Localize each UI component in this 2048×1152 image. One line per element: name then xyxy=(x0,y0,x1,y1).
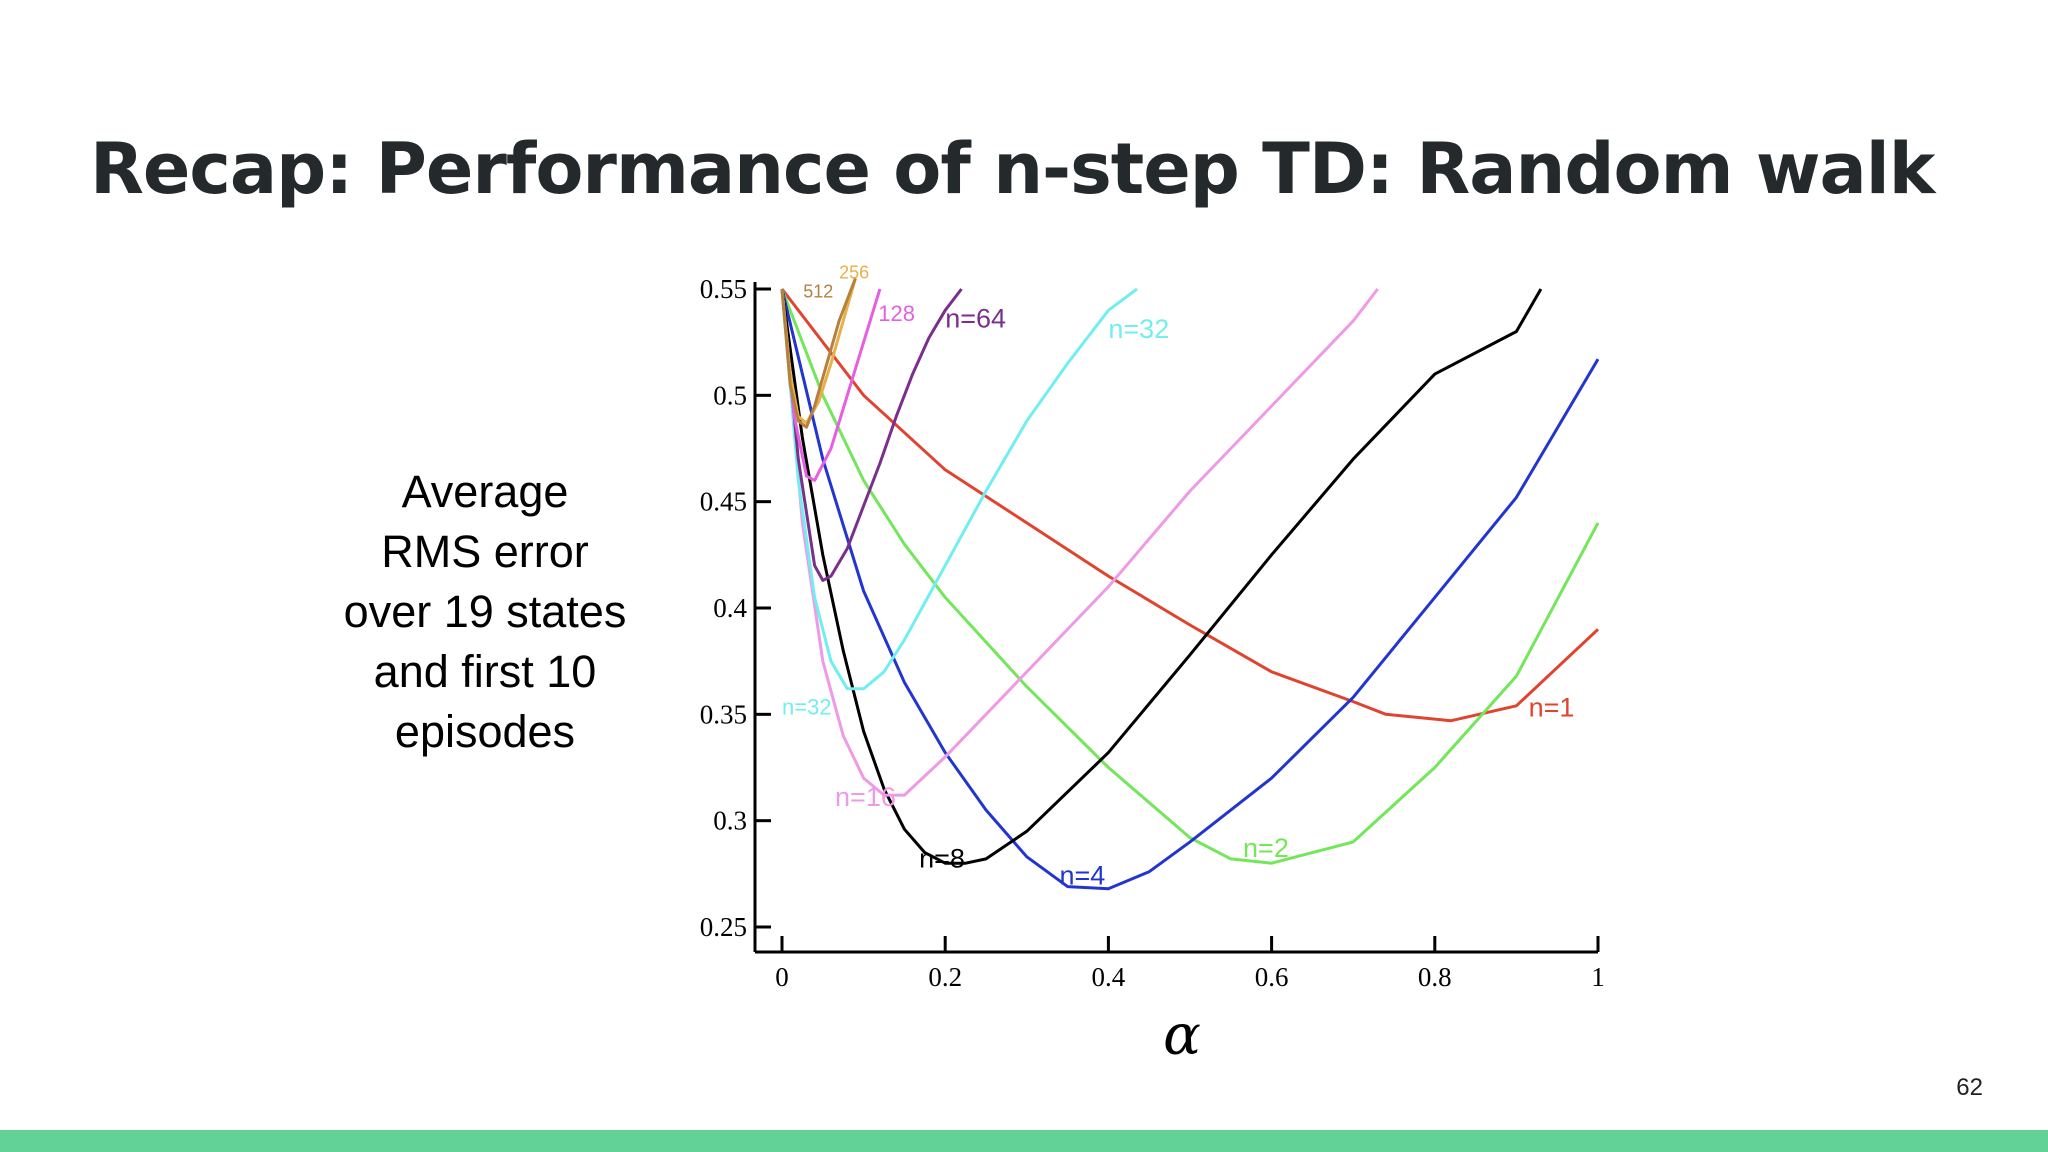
series-line-n-8 xyxy=(780,288,1543,865)
series-line-512 xyxy=(780,277,857,429)
chart-series-group xyxy=(780,277,1600,891)
series-label-128: 128 xyxy=(878,301,915,326)
y-tick-label: 0.4 xyxy=(713,593,747,623)
series-label-512: 512 xyxy=(803,282,833,302)
series-line-n-32 xyxy=(780,287,1138,691)
x-tick-label: 0.2 xyxy=(928,962,962,992)
y-axis-label-line: and first 10 xyxy=(373,646,597,697)
chart-axes: 0.25 0.3 0.35 0.4 0.45 0.5 0.55 0 0.2 0.4 0.6 0.8 1 xyxy=(700,274,1605,992)
y-tick-label: 0.3 xyxy=(713,806,747,836)
series-label-256: 256 xyxy=(839,262,869,282)
page-number: 62 xyxy=(1956,1074,1983,1101)
series-line-n-4 xyxy=(780,288,1600,891)
y-tick-label: 0.45 xyxy=(700,487,747,517)
series-label-n-2: n=2 xyxy=(1243,833,1289,863)
y-axis-label: Average RMS error over 19 states and fir… xyxy=(320,462,650,762)
x-tick-label: 0 xyxy=(775,962,789,992)
y-axis-label-line: episodes xyxy=(394,706,576,757)
series-line-n-2 xyxy=(780,288,1600,865)
y-tick-label: 0.5 xyxy=(713,380,747,410)
series-line-128 xyxy=(780,288,882,482)
x-tick-label: 1 xyxy=(1591,962,1605,992)
y-tick-label: 0.55 xyxy=(700,274,747,304)
series-label-n-64: n=64 xyxy=(945,303,1006,333)
series-label-n-32: n=32 xyxy=(1108,314,1169,344)
series-line-n-64 xyxy=(780,288,963,582)
x-tick-label: 0.6 xyxy=(1255,962,1289,992)
x-tick-label: 0.4 xyxy=(1092,962,1126,992)
series-label-n-16: n=16 xyxy=(835,782,896,812)
y-tick-label: 0.35 xyxy=(700,699,747,729)
chart-series-labels: n=1 n=2 n=4 n=8 n=16 n=32 n=32 n=64 128 256 512 xyxy=(782,262,1574,890)
y-axis-label-line: Average xyxy=(401,466,569,517)
y-axis-label-line: over 19 states xyxy=(343,586,627,637)
series-label-n-32: n=32 xyxy=(782,694,832,719)
series-label-n-1: n=1 xyxy=(1529,692,1575,722)
x-tick-label: 0.8 xyxy=(1418,962,1452,992)
x-axis-label: α xyxy=(1163,1003,1201,1068)
series-line-n-16 xyxy=(780,288,1379,797)
series-line-n-1 xyxy=(780,288,1600,723)
y-tick-label: 0.25 xyxy=(700,912,747,942)
series-label-n-4: n=4 xyxy=(1059,860,1105,890)
y-axis-label-line: RMS error xyxy=(381,526,589,577)
series-label-n-8: n=8 xyxy=(919,843,965,873)
footer-bar xyxy=(0,1130,2048,1152)
slide-title: Recap: Performance of n-step TD: Random … xyxy=(90,128,1935,210)
